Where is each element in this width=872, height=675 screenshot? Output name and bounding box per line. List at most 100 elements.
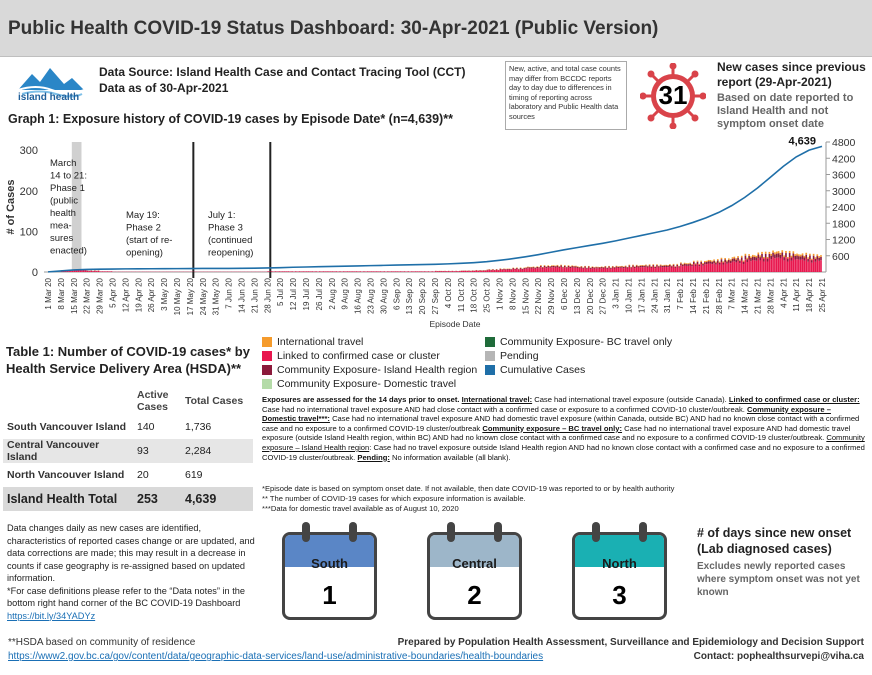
daily-bar xyxy=(556,265,559,268)
daily-bar xyxy=(599,267,601,269)
x-tick-label: 10 Jan 21 xyxy=(625,277,634,313)
daily-bar xyxy=(755,255,758,258)
legend-swatch xyxy=(262,351,272,361)
daily-bar xyxy=(637,265,640,267)
active-cases: 140 xyxy=(137,421,155,433)
daily-bar xyxy=(287,271,290,272)
daily-bar xyxy=(595,267,597,269)
title-bar: Public Health COVID-19 Status Dashboard:… xyxy=(0,0,872,57)
daily-bar xyxy=(735,259,738,263)
daily-bar xyxy=(683,263,686,266)
daily-bar xyxy=(490,270,492,272)
daily-bar xyxy=(97,270,100,272)
daily-bar xyxy=(447,271,450,272)
daily-bar xyxy=(670,265,673,267)
daily-bar xyxy=(482,270,485,272)
daily-bar xyxy=(501,269,503,272)
x-tick-label: 11 Apr 21 xyxy=(792,277,801,311)
col-active-header: Active Cases xyxy=(137,389,169,413)
daily-bar xyxy=(536,268,538,272)
daily-bar xyxy=(105,271,107,272)
daily-bar xyxy=(628,265,631,267)
daily-bar xyxy=(540,265,542,268)
daily-bar xyxy=(532,267,535,269)
def-label: Community exposure – Island Health regio… xyxy=(262,433,865,452)
daily-bar xyxy=(527,266,529,268)
daily-bar xyxy=(322,271,325,272)
daily-bar xyxy=(94,270,96,272)
daily-bar xyxy=(326,271,328,272)
daily-bar xyxy=(110,271,113,272)
x-tick-label: 19 Apr 20 xyxy=(134,277,143,312)
daily-bar xyxy=(687,265,690,272)
daily-bar xyxy=(681,266,684,272)
dashboard-link[interactable]: https://bit.ly/34YADYz xyxy=(7,610,96,621)
daily-bar xyxy=(442,271,445,272)
x-tick-label: 19 Jul 20 xyxy=(302,277,311,310)
calendar-north: North 3 xyxy=(572,520,667,620)
daily-bar xyxy=(298,271,301,272)
daily-bar xyxy=(278,271,280,272)
daily-bar xyxy=(691,263,693,265)
daily-bar xyxy=(90,270,93,272)
daily-bar xyxy=(657,265,660,267)
daily-bar xyxy=(578,268,581,272)
cumulative-line xyxy=(47,145,823,273)
x-axis-label: Episode Date xyxy=(429,319,480,329)
y-right-tick-label: 3600 xyxy=(832,170,856,182)
daily-bar xyxy=(571,267,574,272)
daily-bar xyxy=(648,265,651,267)
daily-bar xyxy=(536,266,538,269)
daily-bar xyxy=(624,267,627,272)
daily-bar xyxy=(718,264,721,272)
table-row: North Vancouver Island 20 619 xyxy=(3,463,253,487)
daily-bar xyxy=(794,256,796,260)
daily-bar xyxy=(611,265,614,267)
daily-bar xyxy=(672,266,675,272)
x-tick-label: 27 Sep 20 xyxy=(431,277,440,314)
daily-bar xyxy=(646,266,649,268)
daily-bar xyxy=(376,271,378,272)
daily-bar xyxy=(700,264,703,272)
daily-bar xyxy=(619,267,621,272)
daily-bar xyxy=(600,268,603,272)
daily-bar xyxy=(645,266,647,272)
daily-bar xyxy=(731,261,734,272)
health-boundaries-link[interactable]: https://www2.gov.bc.ca/gov/content/data/… xyxy=(8,651,544,662)
hsda-note: **HSDA based on community of residence xyxy=(8,637,196,648)
daily-bar xyxy=(650,267,653,272)
daily-bar xyxy=(661,265,664,266)
calendar-days: 3 xyxy=(612,580,627,610)
daily-bar xyxy=(740,257,743,261)
daily-bar xyxy=(552,265,555,268)
daily-bar xyxy=(729,260,732,264)
daily-bar xyxy=(355,271,358,272)
daily-bar xyxy=(540,265,542,266)
daily-bar xyxy=(394,271,397,272)
daily-bar xyxy=(390,271,393,272)
daily-bar xyxy=(737,257,739,261)
daily-bar xyxy=(567,267,570,272)
x-tick-label: 21 Mar 21 xyxy=(754,277,763,314)
daily-bar xyxy=(763,261,765,272)
daily-bar xyxy=(547,265,550,268)
daily-bar xyxy=(543,267,546,272)
daily-bar xyxy=(569,268,572,272)
daily-bar xyxy=(764,253,767,258)
daily-bar xyxy=(541,267,544,269)
daily-bar xyxy=(654,266,656,269)
daily-bar xyxy=(812,255,815,260)
daily-bar xyxy=(593,268,596,272)
daily-bar xyxy=(718,261,721,263)
daily-bar xyxy=(715,261,717,263)
x-tick-label: 16 Aug 20 xyxy=(354,277,363,314)
daily-bar xyxy=(755,257,758,261)
x-tick-label: 21 Feb 21 xyxy=(702,277,711,314)
daily-bar xyxy=(460,270,463,272)
daily-bar xyxy=(648,264,651,266)
days-since-title: # of days since new onset (Lab diagnosed… xyxy=(697,526,852,556)
daily-bar xyxy=(790,255,793,258)
daily-bar xyxy=(528,267,531,269)
x-tick-label: 29 Mar 20 xyxy=(96,277,105,314)
daily-bar xyxy=(580,266,583,268)
